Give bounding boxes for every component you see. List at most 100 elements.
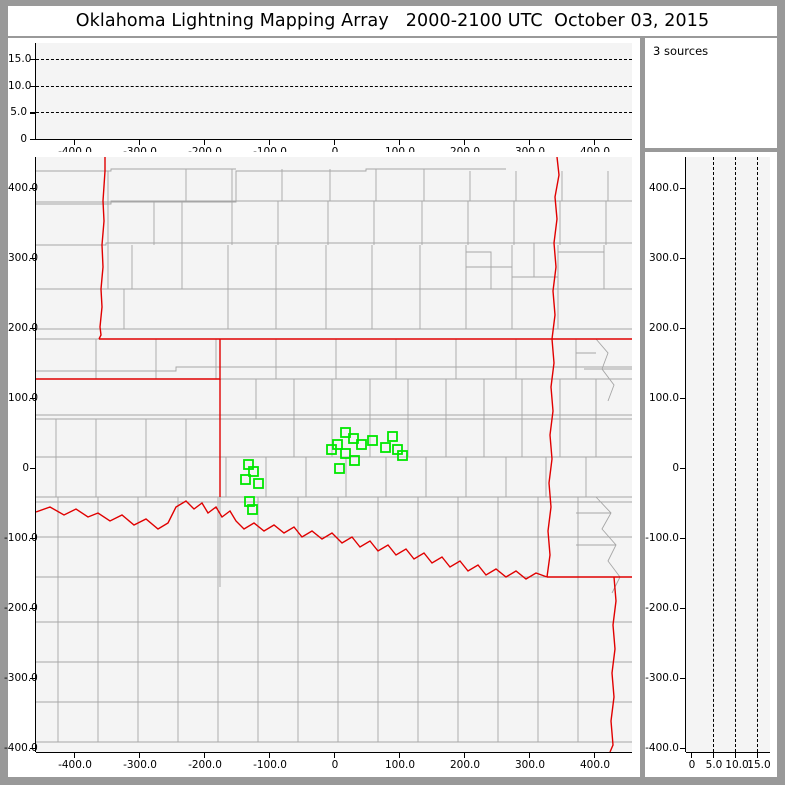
top-xtick-mark--300	[139, 139, 141, 145]
right-altitude-panel: 400.0 300.0 200.0 100.0 0 -100.0 -200.0 …	[645, 152, 777, 777]
map-ytick-label-0: 0	[22, 462, 29, 474]
map-ytick-mark--200	[30, 608, 36, 610]
top-xtick-mark-0	[334, 139, 336, 145]
top-xtick-mark-100	[399, 139, 401, 145]
top-ytick-mark-10	[30, 85, 36, 88]
top-ytick-label-15: 15.0	[8, 53, 32, 65]
map-xtick-label--100: -100.0	[253, 759, 287, 771]
main-map-panel: 400.0 300.0 200.0 100.0 0 -100.0 -200.0 …	[4, 152, 640, 777]
map-xtick-label-0: 0	[331, 759, 339, 771]
right-ytick-mark-100	[680, 398, 686, 400]
right-gridline-10	[735, 157, 736, 752]
right-xtick-label-10: 10.0	[725, 759, 749, 771]
map-xtick-label--200: -200.0	[188, 759, 222, 771]
map-ytick-mark--400	[30, 748, 36, 750]
right-ytick-mark-300	[680, 258, 686, 260]
map-ytick-mark--300	[30, 678, 36, 680]
top-ytick-mark-15	[30, 59, 36, 61]
map-ytick-label-300: 300.0	[8, 252, 39, 264]
top-xtick-mark-200	[464, 139, 466, 145]
right-ytick-label--300: -300.0	[645, 672, 679, 684]
top-xtick-mark--400	[74, 139, 76, 145]
right-ytick-label-400: 400.0	[648, 182, 679, 194]
top-ytick-label-10: 10.0	[8, 79, 32, 92]
map-xtick-mark-100	[399, 752, 401, 758]
right-xtick-label-15: 15.0	[747, 759, 771, 771]
top-panel-plot-area[interactable]	[36, 43, 632, 139]
map-xtick-label-300: 300.0	[514, 759, 546, 771]
top-xtick-mark--200	[204, 139, 206, 145]
right-xtick-mark-15	[757, 752, 759, 758]
info-panel: 3 sources	[645, 38, 777, 148]
right-xtick-label-0: 0	[688, 759, 696, 771]
right-ytick-mark-200	[680, 328, 686, 330]
map-xtick-mark-300	[529, 752, 531, 758]
right-ytick-mark--300	[680, 678, 686, 680]
right-ytick-mark--100	[680, 538, 686, 540]
right-xtick-label-5: 5.0	[705, 759, 723, 771]
map-xtick-mark--400	[74, 752, 76, 758]
right-ytick-label--100: -100.0	[645, 532, 679, 544]
right-ytick-label--400: -400.0	[645, 742, 679, 754]
map-ytick-label--200: -200.0	[4, 602, 38, 614]
county-borders-texas	[36, 497, 632, 743]
map-ytick-label-100: 100.0	[8, 392, 39, 404]
source-count-label: 3 sources	[653, 44, 709, 58]
right-gridline-5	[713, 157, 714, 752]
map-ytick-mark-0	[30, 468, 36, 470]
map-plot-area[interactable]	[36, 157, 632, 752]
right-xtick-mark-10	[735, 752, 737, 758]
map-y-axis-line	[35, 157, 37, 752]
map-xtick-label--400: -400.0	[58, 759, 92, 771]
right-ytick-mark--200	[680, 608, 686, 610]
page-title: Oklahoma Lightning Mapping Array 2000-21…	[75, 11, 710, 31]
map-ytick-mark-300	[30, 258, 36, 260]
top-ytick-mark-5	[30, 112, 36, 114]
right-xtick-mark-0	[691, 752, 693, 758]
map-xtick-mark-0	[334, 752, 336, 758]
top-y-axis-line	[35, 43, 37, 139]
county-borders-oklahoma	[36, 338, 632, 587]
right-panel-plot-area[interactable]	[686, 157, 770, 752]
lma-source-markers	[240, 427, 408, 515]
map-ytick-mark-200	[30, 328, 36, 330]
right-ytick-mark--400	[680, 748, 686, 750]
right-ytick-mark-400	[680, 188, 686, 190]
title-bar: Oklahoma Lightning Mapping Array 2000-21…	[8, 6, 777, 36]
right-ytick-label-200: 200.0	[648, 322, 679, 334]
right-ytick-label-0: 0	[672, 462, 679, 474]
top-xtick-mark-300	[529, 139, 531, 145]
map-xtick-label-100: 100.0	[384, 759, 416, 771]
right-x-axis-line	[686, 752, 770, 754]
map-canvas	[36, 157, 632, 752]
right-ytick-label--200: -200.0	[645, 602, 679, 614]
map-ytick-mark--100	[30, 538, 36, 540]
state-borders	[36, 157, 632, 752]
top-ytick-label-5: 5.0	[10, 106, 27, 119]
top-ytick-label-0: 0	[20, 133, 27, 145]
county-borders-east	[576, 338, 632, 594]
map-ytick-label-200: 200.0	[8, 322, 39, 334]
map-ytick-label--300: -300.0	[4, 672, 38, 684]
map-ytick-label-400: 400.0	[8, 182, 39, 194]
right-gridline-15	[757, 157, 758, 752]
map-ytick-label--400: -400.0	[4, 742, 38, 754]
right-ytick-label-100: 100.0	[648, 392, 679, 404]
map-xtick-label-200: 200.0	[449, 759, 481, 771]
county-borders	[36, 168, 632, 503]
right-ytick-mark-0	[680, 468, 686, 470]
map-xtick-mark-400	[594, 752, 596, 758]
top-xtick-mark--100	[269, 139, 271, 145]
map-xtick-mark--300	[139, 752, 141, 758]
map-xtick-label--300: -300.0	[123, 759, 157, 771]
right-ytick-label-300: 300.0	[648, 252, 679, 264]
top-ytick-mark-0	[30, 139, 36, 141]
map-xtick-mark--100	[269, 752, 271, 758]
top-gridline-10	[36, 85, 632, 87]
top-altitude-panel: 15.0 10.0 5.0 0 -400.0 -300.0 -200.0 -10…	[8, 38, 640, 158]
map-ytick-mark-400	[30, 188, 36, 190]
map-xtick-mark-200	[464, 752, 466, 758]
map-ytick-label--100: -100.0	[4, 532, 38, 544]
map-xtick-label-400: 400.0	[579, 759, 611, 771]
map-ytick-mark-100	[30, 398, 36, 400]
